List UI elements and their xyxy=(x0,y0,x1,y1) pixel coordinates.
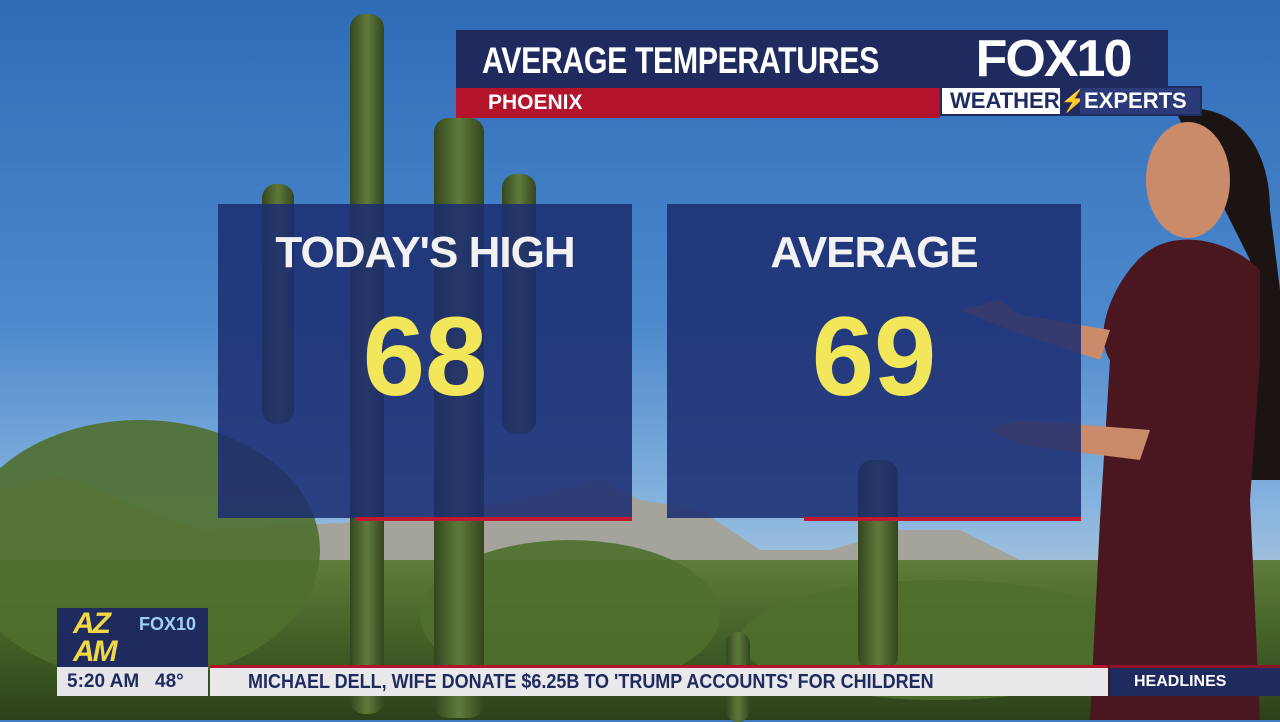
graphic-title: AVERAGE TEMPERATURES xyxy=(482,40,879,81)
panel-accent xyxy=(804,517,1081,521)
weather-experts-logo: WEATHER ⚡ EXPERTS xyxy=(940,86,1202,116)
az-am-station: FOX10 xyxy=(139,614,197,634)
panel-accent xyxy=(355,517,632,521)
location-label: PHOENIX xyxy=(456,88,940,118)
current-temperature: 48° xyxy=(155,671,184,692)
fox10-logo: FOX10 xyxy=(938,30,1168,88)
average-panel: AVERAGE 69 xyxy=(667,204,1081,521)
ticker-headline: MICHAEL DELL, WIFE DONATE $6.25B TO 'TRU… xyxy=(248,671,934,693)
logo-experts-text: EXPERTS xyxy=(1080,88,1200,114)
clock: 5:20 AM xyxy=(67,671,140,692)
headlines-label: HEADLINES xyxy=(1110,665,1280,696)
az-am-logo: AZ AM FOX10 xyxy=(57,608,208,667)
lightning-icon: ⚡ xyxy=(1060,88,1088,114)
logo-weather-text: WEATHER xyxy=(950,88,1060,113)
panel-label: TODAY'S HIGH xyxy=(275,228,575,277)
panel-value: 68 xyxy=(362,294,488,419)
panel-label: AVERAGE xyxy=(770,228,978,277)
graphic-title-bar: AVERAGE TEMPERATURES xyxy=(456,30,938,88)
az-am-text: AZ AM xyxy=(73,608,118,667)
news-ticker: MICHAEL DELL, WIFE DONATE $6.25B TO 'TRU… xyxy=(210,665,1108,696)
time-temp-bar: 5:20 AM 48° xyxy=(57,667,208,696)
todays-high-panel: TODAY'S HIGH 68 xyxy=(218,204,632,521)
panel-value: 69 xyxy=(811,294,937,419)
